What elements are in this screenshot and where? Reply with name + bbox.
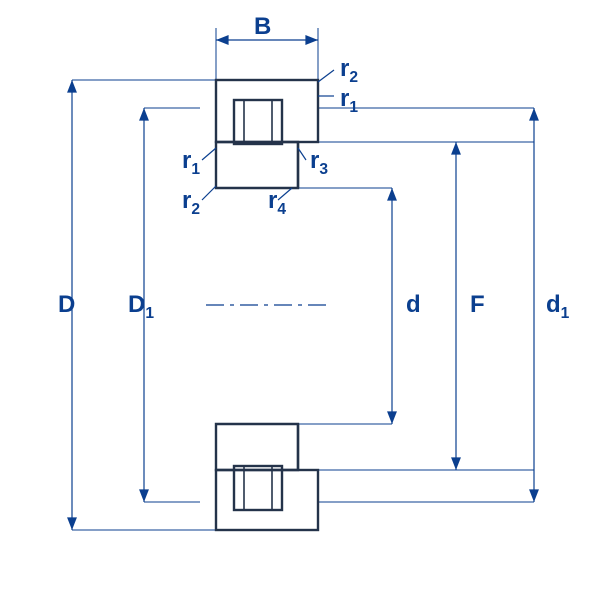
canvas-bg: [0, 0, 600, 600]
dim-label: F: [470, 291, 485, 318]
dim-label: d: [406, 291, 421, 318]
dim-label: B: [254, 13, 271, 40]
dim-label: D: [58, 291, 75, 318]
